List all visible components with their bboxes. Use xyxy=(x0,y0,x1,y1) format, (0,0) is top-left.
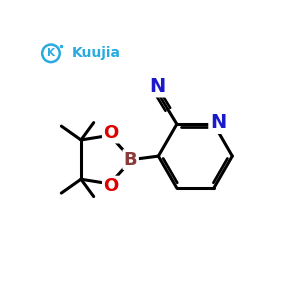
Text: Kuujia: Kuujia xyxy=(72,46,121,60)
Text: N: N xyxy=(210,113,226,133)
Text: K: K xyxy=(47,48,55,58)
Text: N: N xyxy=(149,77,166,96)
Text: B: B xyxy=(124,151,137,169)
Text: O: O xyxy=(103,177,118,195)
Text: O: O xyxy=(103,124,118,142)
